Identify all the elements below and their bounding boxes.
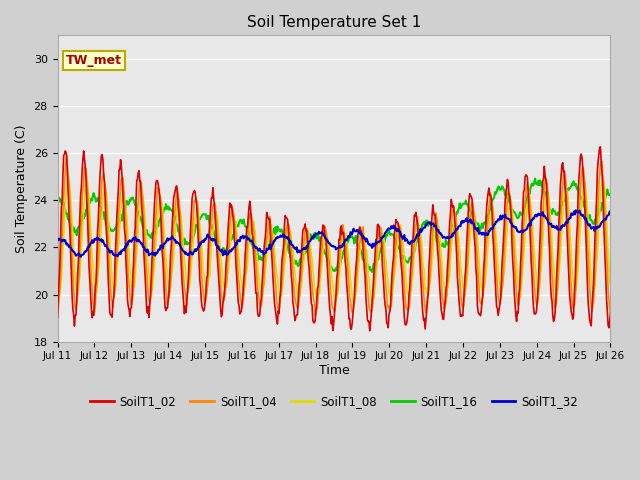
- Title: Soil Temperature Set 1: Soil Temperature Set 1: [247, 15, 421, 30]
- SoilT1_32: [207, 236, 214, 241]
- Line: SoilT1_16: SoilT1_16: [58, 179, 611, 272]
- SoilT1_02: [596, 144, 604, 150]
- SoilT1_32: [418, 228, 426, 233]
- SoilT1_08: [177, 214, 185, 219]
- SoilT1_04: [403, 306, 410, 312]
- SoilT1_08: [65, 171, 72, 177]
- Line: SoilT1_08: SoilT1_08: [58, 174, 611, 301]
- Text: TW_met: TW_met: [66, 54, 122, 67]
- SoilT1_02: [177, 249, 184, 255]
- SoilT1_04: [607, 311, 614, 316]
- SoilT1_08: [64, 179, 72, 184]
- SoilT1_02: [206, 218, 214, 224]
- X-axis label: Time: Time: [319, 364, 349, 377]
- SoilT1_16: [607, 192, 614, 198]
- SoilT1_16: [206, 222, 214, 228]
- SoilT1_16: [402, 258, 410, 264]
- SoilT1_04: [62, 154, 70, 159]
- SoilT1_02: [64, 175, 72, 180]
- Line: SoilT1_04: SoilT1_04: [58, 156, 611, 316]
- SoilT1_08: [207, 258, 214, 264]
- SoilT1_08: [419, 260, 427, 266]
- SoilT1_04: [177, 236, 185, 242]
- SoilT1_04: [311, 313, 319, 319]
- SoilT1_16: [418, 222, 426, 228]
- SoilT1_04: [54, 306, 61, 312]
- SoilT1_04: [122, 209, 129, 215]
- SoilT1_16: [368, 269, 376, 275]
- SoilT1_32: [402, 236, 410, 241]
- SoilT1_02: [120, 226, 128, 231]
- SoilT1_08: [122, 201, 129, 206]
- SoilT1_08: [54, 288, 61, 293]
- Line: SoilT1_02: SoilT1_02: [58, 147, 611, 331]
- SoilT1_02: [54, 314, 61, 320]
- SoilT1_08: [349, 299, 356, 304]
- SoilT1_32: [122, 243, 129, 249]
- SoilT1_02: [402, 322, 410, 328]
- SoilT1_04: [419, 277, 427, 283]
- Line: SoilT1_32: SoilT1_32: [58, 210, 611, 257]
- SoilT1_02: [607, 311, 614, 316]
- SoilT1_16: [120, 204, 128, 210]
- SoilT1_16: [531, 176, 539, 181]
- SoilT1_04: [65, 176, 72, 182]
- SoilT1_16: [177, 231, 184, 237]
- SoilT1_08: [607, 283, 614, 288]
- SoilT1_04: [207, 231, 214, 237]
- SoilT1_02: [418, 299, 426, 305]
- SoilT1_32: [607, 210, 614, 216]
- SoilT1_16: [64, 214, 72, 220]
- Y-axis label: Soil Temperature (C): Soil Temperature (C): [15, 124, 28, 253]
- SoilT1_16: [54, 198, 61, 204]
- SoilT1_02: [366, 328, 374, 334]
- SoilT1_08: [403, 282, 410, 288]
- SoilT1_32: [54, 236, 61, 241]
- SoilT1_32: [572, 207, 580, 213]
- SoilT1_32: [177, 245, 185, 251]
- Legend: SoilT1_02, SoilT1_04, SoilT1_08, SoilT1_16, SoilT1_32: SoilT1_02, SoilT1_04, SoilT1_08, SoilT1_…: [85, 391, 582, 413]
- SoilT1_32: [77, 254, 84, 260]
- SoilT1_32: [64, 242, 72, 248]
